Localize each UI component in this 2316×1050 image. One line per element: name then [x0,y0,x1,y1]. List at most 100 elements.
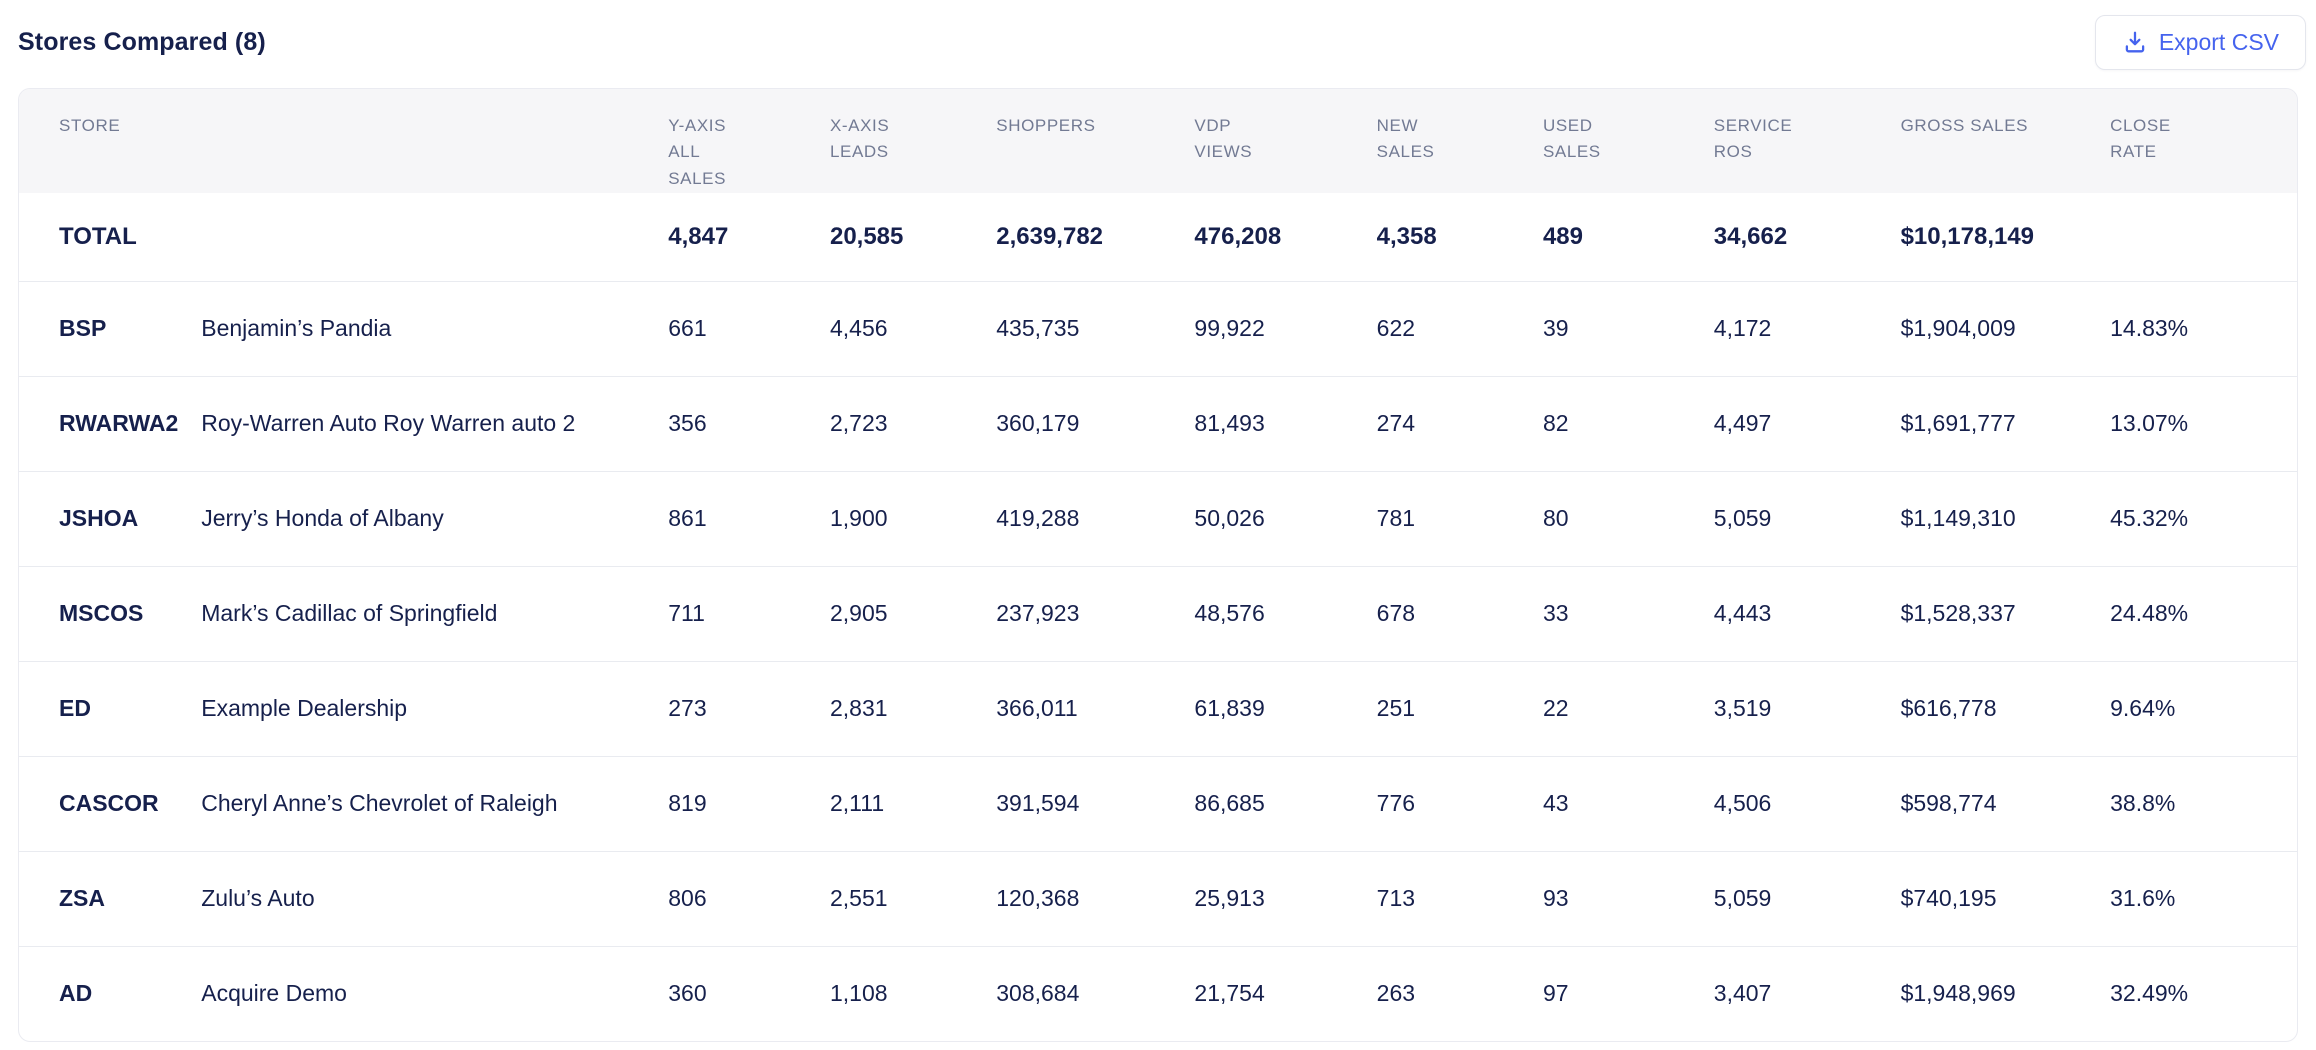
total-close-rate [2110,193,2297,281]
store-name: Mark’s Cadillac of Springfield [201,565,669,661]
cell-shoppers: 120,368 [996,850,1195,946]
cell-gross-sales: $1,528,337 [1900,565,2111,661]
cell-new-sales: 781 [1376,470,1543,566]
cell-service-ros: 4,497 [1713,375,1901,471]
cell-x-axis-leads: 2,551 [829,850,997,946]
total-y-axis-all-sales: 4,847 [668,223,729,251]
store-code: RWARWA2 [19,375,202,471]
store-name: Cheryl Anne’s Chevrolet of Raleigh [201,755,669,851]
cell-vdp-views: 81,493 [1194,375,1377,471]
cell-shoppers: 435,735 [996,280,1195,376]
store-name: Zulu’s Auto [201,850,669,946]
column-header-y-axis-all-sales: Y-AXIS ALL SALES [668,89,830,193]
cell-gross-sales: $1,904,009 [1900,280,2111,376]
cell-used-sales: 22 [1542,660,1714,756]
cell-close-rate: 14.83% [2110,280,2297,376]
cell-x-axis-leads: 2,831 [829,660,997,756]
cell-used-sales: 33 [1542,565,1714,661]
cell-shoppers: 360,179 [996,375,1195,471]
cell-new-sales: 263 [1376,945,1543,1041]
store-name: Benjamin’s Pandia [201,280,669,376]
cell-service-ros: 4,506 [1713,755,1901,851]
table-row: JSHOA Jerry’s Honda of Albany 861 1,900 … [19,470,2297,566]
cell-used-sales: 97 [1542,945,1714,1041]
cell-service-ros: 5,059 [1713,470,1901,566]
total-new-sales: 4,358 [1376,223,1437,251]
column-header-shoppers: SHOPPERS [996,89,1195,193]
table-row: ZSA Zulu’s Auto 806 2,551 120,368 25,913… [19,850,2297,946]
cell-gross-sales: $1,691,777 [1900,375,2111,471]
cell-service-ros: 4,443 [1713,565,1901,661]
cell-gross-sales: $598,774 [1900,755,2111,851]
cell-close-rate: 31.6% [2110,850,2297,946]
stores-compared-table-card: STORE Y-AXIS ALL SALES X-AXIS LEADS SHOP… [18,88,2298,1042]
store-code: BSP [19,280,202,376]
cell-y-axis-all-sales: 711 [668,565,830,661]
cell-used-sales: 93 [1542,850,1714,946]
cell-x-axis-leads: 2,111 [829,755,997,851]
cell-close-rate: 9.64% [2110,660,2297,756]
cell-gross-sales: $1,149,310 [1900,470,2111,566]
total-label: TOTAL [59,223,137,251]
total-shoppers: 2,639,782 [996,223,1104,251]
column-header-store: STORE [19,89,669,193]
column-header-new-sales: NEW SALES [1376,89,1543,193]
total-x-axis-leads: 20,585 [829,223,904,251]
cell-shoppers: 237,923 [996,565,1195,661]
cell-used-sales: 80 [1542,470,1714,566]
column-header-close-rate: CLOSE RATE [2110,89,2297,193]
cell-used-sales: 43 [1542,755,1714,851]
cell-close-rate: 24.48% [2110,565,2297,661]
page-title: Stores Compared (8) [18,27,266,56]
column-header-vdp-views: VDP VIEWS [1194,89,1377,193]
cell-vdp-views: 25,913 [1194,850,1377,946]
stores-compared-table: STORE Y-AXIS ALL SALES X-AXIS LEADS SHOP… [19,89,2297,1041]
cell-close-rate: 45.32% [2110,470,2297,566]
cell-shoppers: 366,011 [996,660,1195,756]
export-csv-label: Export CSV [2158,28,2279,55]
total-row: TOTAL 4,847 20,585 2,639,782 476,208 4,3… [19,193,2297,281]
cell-gross-sales: $616,778 [1900,660,2111,756]
table-row: CASCOR Cheryl Anne’s Chevrolet of Raleig… [19,755,2297,851]
cell-y-axis-all-sales: 273 [668,660,830,756]
cell-close-rate: 32.49% [2110,945,2297,1041]
cell-gross-sales: $740,195 [1900,850,2111,946]
total-used-sales: 489 [1542,223,1583,251]
total-vdp-views: 476,208 [1194,223,1282,251]
cell-service-ros: 5,059 [1713,850,1901,946]
cell-x-axis-leads: 2,723 [829,375,997,471]
cell-new-sales: 251 [1376,660,1543,756]
cell-y-axis-all-sales: 356 [668,375,830,471]
cell-x-axis-leads: 4,456 [829,280,997,376]
cell-new-sales: 274 [1376,375,1543,471]
export-csv-button[interactable]: Export CSV [2094,14,2306,70]
cell-close-rate: 13.07% [2110,375,2297,471]
cell-y-axis-all-sales: 661 [668,280,830,376]
table-row: MSCOS Mark’s Cadillac of Springfield 711… [19,565,2297,661]
cell-shoppers: 308,684 [996,945,1195,1041]
table-header-row: STORE Y-AXIS ALL SALES X-AXIS LEADS SHOP… [19,89,2297,193]
column-header-x-axis-leads: X-AXIS LEADS [829,89,997,193]
column-header-service-ros: SERVICE ROS [1713,89,1901,193]
store-code: ED [19,660,202,756]
cell-new-sales: 776 [1376,755,1543,851]
cell-used-sales: 82 [1542,375,1714,471]
cell-shoppers: 419,288 [996,470,1195,566]
store-name: Acquire Demo [201,945,669,1041]
total-service-ros: 34,662 [1713,223,1788,251]
cell-vdp-views: 86,685 [1194,755,1377,851]
cell-x-axis-leads: 1,108 [829,945,997,1041]
column-header-used-sales: USED SALES [1542,89,1714,193]
toolbar: Stores Compared (8) Export CSV [0,0,2316,78]
cell-y-axis-all-sales: 861 [668,470,830,566]
store-code: CASCOR [19,755,202,851]
cell-y-axis-all-sales: 360 [668,945,830,1041]
table-row: BSP Benjamin’s Pandia 661 4,456 435,735 … [19,280,2297,376]
cell-gross-sales: $1,948,969 [1900,945,2111,1041]
cell-service-ros: 3,407 [1713,945,1901,1041]
cell-shoppers: 391,594 [996,755,1195,851]
store-code: MSCOS [19,565,202,661]
column-header-gross-sales: GROSS SALES [1900,89,2111,193]
cell-vdp-views: 61,839 [1194,660,1377,756]
cell-service-ros: 3,519 [1713,660,1901,756]
